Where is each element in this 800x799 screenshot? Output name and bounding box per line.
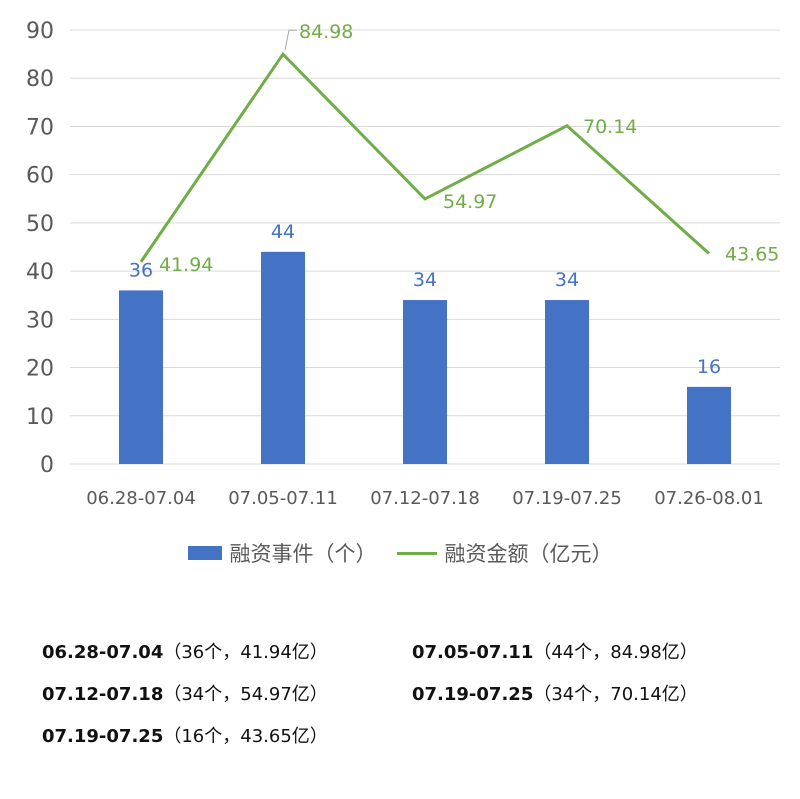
x-tick-label: 07.12-07.18: [370, 488, 480, 509]
y-tick-label: 80: [26, 67, 54, 92]
note-item: 07.12-07.18（34个，54.97亿）: [42, 680, 412, 706]
note-detail: （16个，43.65亿）: [163, 726, 328, 747]
y-tick-label: 70: [26, 115, 54, 140]
bar-data-label: 44: [271, 221, 295, 243]
note-period: 07.19-07.25: [42, 726, 164, 747]
note-detail: （44个，84.98亿）: [533, 642, 698, 663]
line-series: [139, 51, 711, 263]
y-tick-label: 0: [40, 453, 54, 478]
note-item: 06.28-07.04（36个，41.94亿）: [42, 638, 412, 664]
legend-line-label: 融资金额（亿元）: [444, 542, 613, 566]
y-tick-label: 40: [26, 260, 54, 285]
gridlines: [70, 29, 780, 465]
legend-line-swatch: [396, 551, 437, 555]
line-data-label: 43.65: [725, 244, 779, 266]
line-data-label: 70.14: [583, 116, 637, 138]
legend: 融资事件（个） 融资金额（亿元）: [0, 538, 800, 568]
legend-bar-label: 融资事件（个）: [229, 542, 377, 566]
note-row: 06.28-07.04（36个，41.94亿） 07.05-07.11（44个，…: [42, 630, 782, 672]
note-row: 07.12-07.18（34个，54.97亿） 07.19-07.25（34个，…: [42, 672, 782, 714]
note-detail: （34个，54.97亿）: [163, 684, 328, 705]
x-tick-label: 06.28-07.04: [86, 488, 196, 509]
legend-bar-swatch: [187, 546, 222, 560]
leader-line: [284, 29, 297, 51]
summary-notes: 06.28-07.04（36个，41.94亿） 07.05-07.11（44个，…: [42, 630, 782, 756]
y-tick-label: 50: [26, 212, 54, 237]
x-axis: 06.28-07.04 07.05-07.11 07.12-07.18 07.19-0…: [86, 488, 764, 509]
bar-data-label: 36: [129, 259, 153, 281]
data-labels: 36 44 34 34 16 41.94 84.98 54.97 70.14 43.65: [129, 21, 780, 378]
line-data-label: 84.98: [299, 21, 353, 43]
y-tick-label: 60: [26, 164, 54, 189]
x-tick-label: 07.19-07.25: [512, 488, 622, 509]
bar-data-label: 16: [697, 356, 721, 378]
y-tick-label: 20: [26, 357, 54, 382]
bar: [403, 300, 447, 464]
note-detail: （34个，70.14亿）: [533, 684, 698, 705]
x-tick-label: 07.05-07.11: [228, 488, 338, 509]
note-row: 07.19-07.25（16个，43.65亿）: [42, 714, 782, 756]
note-period: 07.12-07.18: [42, 684, 164, 705]
legend-item-bar: 融资事件（个）: [187, 538, 377, 568]
line-data-label: 41.94: [159, 254, 213, 276]
note-item: 07.19-07.25（16个，43.65亿）: [42, 722, 432, 748]
legend-item-line: 融资金额（亿元）: [396, 538, 613, 568]
note-period: 06.28-07.04: [42, 642, 164, 663]
bar: [687, 386, 731, 464]
bar: [545, 300, 589, 464]
note-detail: （36个，41.94亿）: [163, 642, 328, 663]
combo-chart: 0 10 20 30 40 50 60 70 80 90 06.28-07.04 07.05-07.…: [26, 19, 780, 509]
note-period: 07.05-07.11: [412, 642, 534, 663]
bar: [119, 290, 163, 464]
bar-data-label: 34: [555, 269, 579, 291]
note-item: 07.05-07.11（44个，84.98亿）: [412, 638, 782, 664]
y-tick-label: 90: [26, 19, 54, 44]
y-axis: 0 10 20 30 40 50 60 70 80 90: [26, 19, 54, 478]
y-tick-label: 10: [26, 405, 54, 430]
bar-series: [119, 251, 731, 464]
bar-data-label: 34: [413, 269, 437, 291]
y-tick-label: 30: [26, 308, 54, 333]
x-tick-label: 07.26-08.01: [654, 488, 764, 509]
line-data-label: 54.97: [443, 191, 497, 213]
line-path: [139, 51, 711, 263]
bar: [261, 251, 305, 464]
note-period: 07.19-07.25: [412, 684, 534, 705]
note-item: 07.19-07.25（34个，70.14亿）: [412, 680, 782, 706]
